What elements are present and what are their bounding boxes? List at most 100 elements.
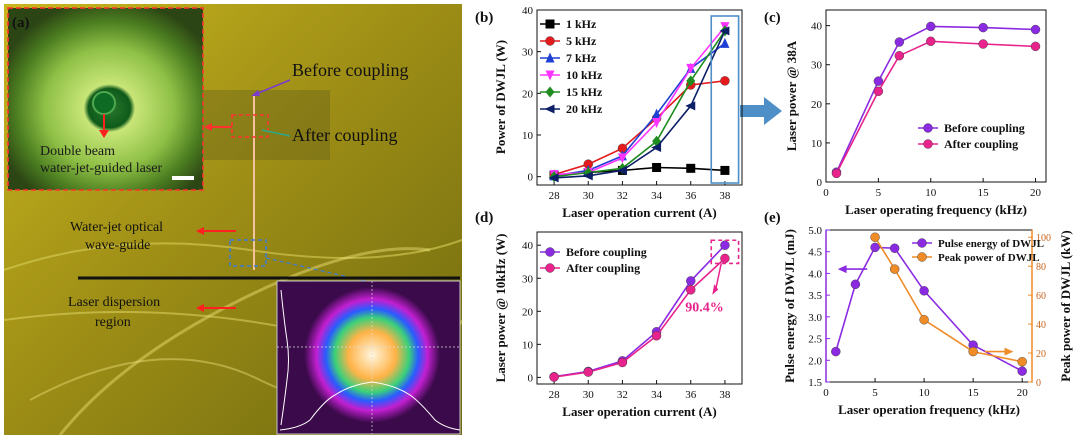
y-right-tick-label: 80 — [1036, 262, 1046, 273]
legend-marker — [923, 123, 933, 133]
data-point — [850, 279, 861, 289]
y-right-tick-label: 0 — [1036, 378, 1041, 389]
legend-label: After coupling — [566, 261, 640, 275]
waveguide-label-1: Water-jet optical — [70, 220, 163, 235]
series-line-3 — [554, 26, 726, 176]
y-right-tick-label: 20 — [1036, 349, 1046, 360]
data-point — [968, 346, 978, 357]
y-tick-label: 1.5 — [808, 377, 822, 389]
x-tick-label: 36 — [685, 190, 697, 202]
legend-label: 20 kHz — [566, 102, 603, 116]
data-point — [720, 253, 730, 264]
y-tick-label: 4.5 — [808, 247, 822, 259]
data-point — [652, 118, 662, 128]
chart-b: (b) 28 30 32 34 36 38 0 10 20 30 40 Laser operation … — [475, 5, 743, 220]
data-point — [685, 101, 696, 111]
x-tick-label: 15 — [978, 187, 990, 199]
data-point — [548, 173, 559, 183]
data-point — [831, 168, 842, 179]
x-tick-label: 30 — [583, 190, 595, 202]
panel-label-c: (c) — [764, 10, 781, 26]
series-line-0 — [835, 246, 1023, 372]
y-tick-label: 4.0 — [808, 268, 822, 280]
data-point — [720, 165, 730, 175]
data-point — [873, 76, 884, 86]
data-point — [831, 346, 841, 357]
waveguide-label-2: wave-guide — [85, 238, 150, 253]
x-tick-label: 36 — [685, 389, 697, 401]
annotation-arrow — [714, 263, 722, 292]
series-line-0 — [835, 25, 1036, 173]
x-axis-label: Laser operation current (A) — [562, 404, 716, 419]
legend-marker — [545, 247, 555, 257]
legend-marker — [545, 86, 555, 98]
data-point — [1030, 41, 1041, 52]
y-right-tick-label: 100 — [1036, 233, 1051, 244]
data-point — [651, 143, 662, 152]
legend-marker — [545, 36, 555, 46]
data-point — [978, 22, 988, 33]
data-point — [616, 165, 627, 175]
data-point — [870, 242, 880, 253]
before-coupling-label: Before coupling — [292, 60, 408, 80]
y-tick-label: 0 — [528, 172, 534, 184]
data-point — [926, 36, 936, 46]
y-tick-label: 40 — [522, 240, 534, 252]
panel-link-arrow — [740, 97, 782, 125]
x-tick-label: 10 — [919, 387, 931, 399]
legend-label: 1 kHz — [566, 17, 597, 31]
plot-frame — [825, 9, 1047, 183]
x-axis-label: Laser operation frequency (kHz) — [838, 402, 1020, 417]
data-point — [686, 285, 696, 295]
y-axis-label: Power of DWJL (W) — [493, 40, 508, 154]
y-right-tick-label: 40 — [1036, 320, 1046, 331]
y-axis-label: Pulse energy of DWJL (mJ) — [782, 229, 797, 383]
axis-arrow-right-head — [1004, 347, 1014, 356]
data-point — [720, 240, 730, 250]
data-point — [583, 367, 593, 377]
x-tick-label: 38 — [719, 389, 731, 401]
annotation-arrowhead — [712, 284, 719, 295]
x-tick-label: 34 — [651, 190, 663, 202]
y-axis-label-right: Peak power of DWJL (kW) — [1058, 230, 1073, 381]
y-tick-label: 10 — [522, 130, 534, 142]
y-axis-label: Laser power @ 10kHz (W) — [493, 234, 508, 383]
data-point — [889, 243, 900, 253]
series-line-5 — [554, 30, 726, 179]
y-tick-label: 40 — [811, 21, 823, 33]
y-tick-label: 2.5 — [808, 334, 822, 346]
data-point — [582, 171, 593, 181]
y-tick-label: 20 — [811, 99, 823, 111]
data-point — [1017, 357, 1027, 367]
axis-arrow-left-head — [837, 265, 847, 274]
x-tick-label: 10 — [925, 187, 937, 199]
y-tick-label: 10 — [811, 138, 823, 150]
data-point — [652, 108, 662, 119]
x-tick-label: 5 — [876, 187, 882, 199]
data-point — [978, 39, 988, 49]
legend-marker — [545, 19, 555, 29]
legend-label: Peak power of DWJL — [938, 252, 1040, 264]
legend-label: 15 kHz — [566, 85, 603, 99]
series-line-1 — [553, 80, 725, 176]
legend-marker — [544, 104, 555, 114]
panel-label-b: (b) — [475, 10, 493, 26]
data-point — [894, 51, 905, 61]
after-coupling-label: After coupling — [292, 125, 397, 145]
x-tick-label: 15 — [968, 387, 980, 399]
legend-label: Pulse energy of DWJL — [938, 238, 1044, 250]
series-line-1 — [835, 40, 1036, 174]
legend-marker — [917, 238, 927, 248]
data-point — [873, 86, 884, 97]
x-axis-label: Laser operation current (A) — [562, 205, 716, 220]
data-point — [617, 153, 627, 164]
dispersion-label-2: region — [95, 315, 131, 330]
annotation-label: 90.4% — [685, 300, 724, 315]
beam-roi — [229, 239, 267, 267]
data-point — [1017, 366, 1027, 376]
data-point — [549, 372, 559, 382]
y-tick-label: 3.5 — [808, 290, 822, 302]
series-line-1 — [553, 257, 726, 378]
inset-double-beam: Double beam water-jet-guided laser — [7, 7, 204, 191]
plot-frame — [536, 231, 743, 385]
